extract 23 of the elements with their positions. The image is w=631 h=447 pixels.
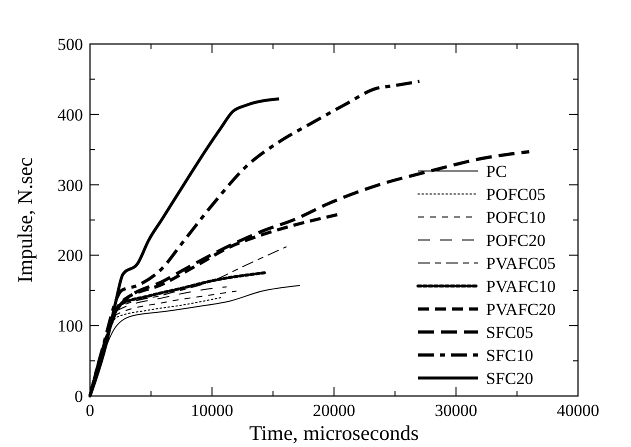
x-tick-label: 40000 xyxy=(556,401,600,420)
legend-label: PVAFC10 xyxy=(486,276,556,296)
x-tick-label: 10000 xyxy=(190,401,234,420)
legend-label: POFC05 xyxy=(486,184,546,204)
legend-label: SFC10 xyxy=(486,346,534,365)
x-tick-label: 30000 xyxy=(434,401,478,420)
y-tick-label: 300 xyxy=(58,176,83,195)
y-tick-label: 0 xyxy=(74,386,83,406)
y-tick-label: 400 xyxy=(58,105,83,124)
legend-label: POFC10 xyxy=(486,208,546,227)
legend-label: SFC20 xyxy=(486,368,534,388)
x-tick-label: 0 xyxy=(86,401,94,420)
x-axis-title: Time, microseconds xyxy=(249,421,419,445)
legend-label: POFC20 xyxy=(486,230,546,250)
legend-label: PVAFC20 xyxy=(486,300,556,319)
y-tick-label: 200 xyxy=(58,246,83,266)
y-tick-label: 500 xyxy=(58,34,83,54)
legend-label: PC xyxy=(486,162,507,181)
legend-label: SFC05 xyxy=(486,322,534,342)
y-tick-label: 100 xyxy=(58,316,83,336)
x-tick-label: 20000 xyxy=(312,401,356,420)
y-axis-title: Impulse, N.sec xyxy=(13,157,37,283)
legend-label: PVAFC05 xyxy=(486,254,556,273)
